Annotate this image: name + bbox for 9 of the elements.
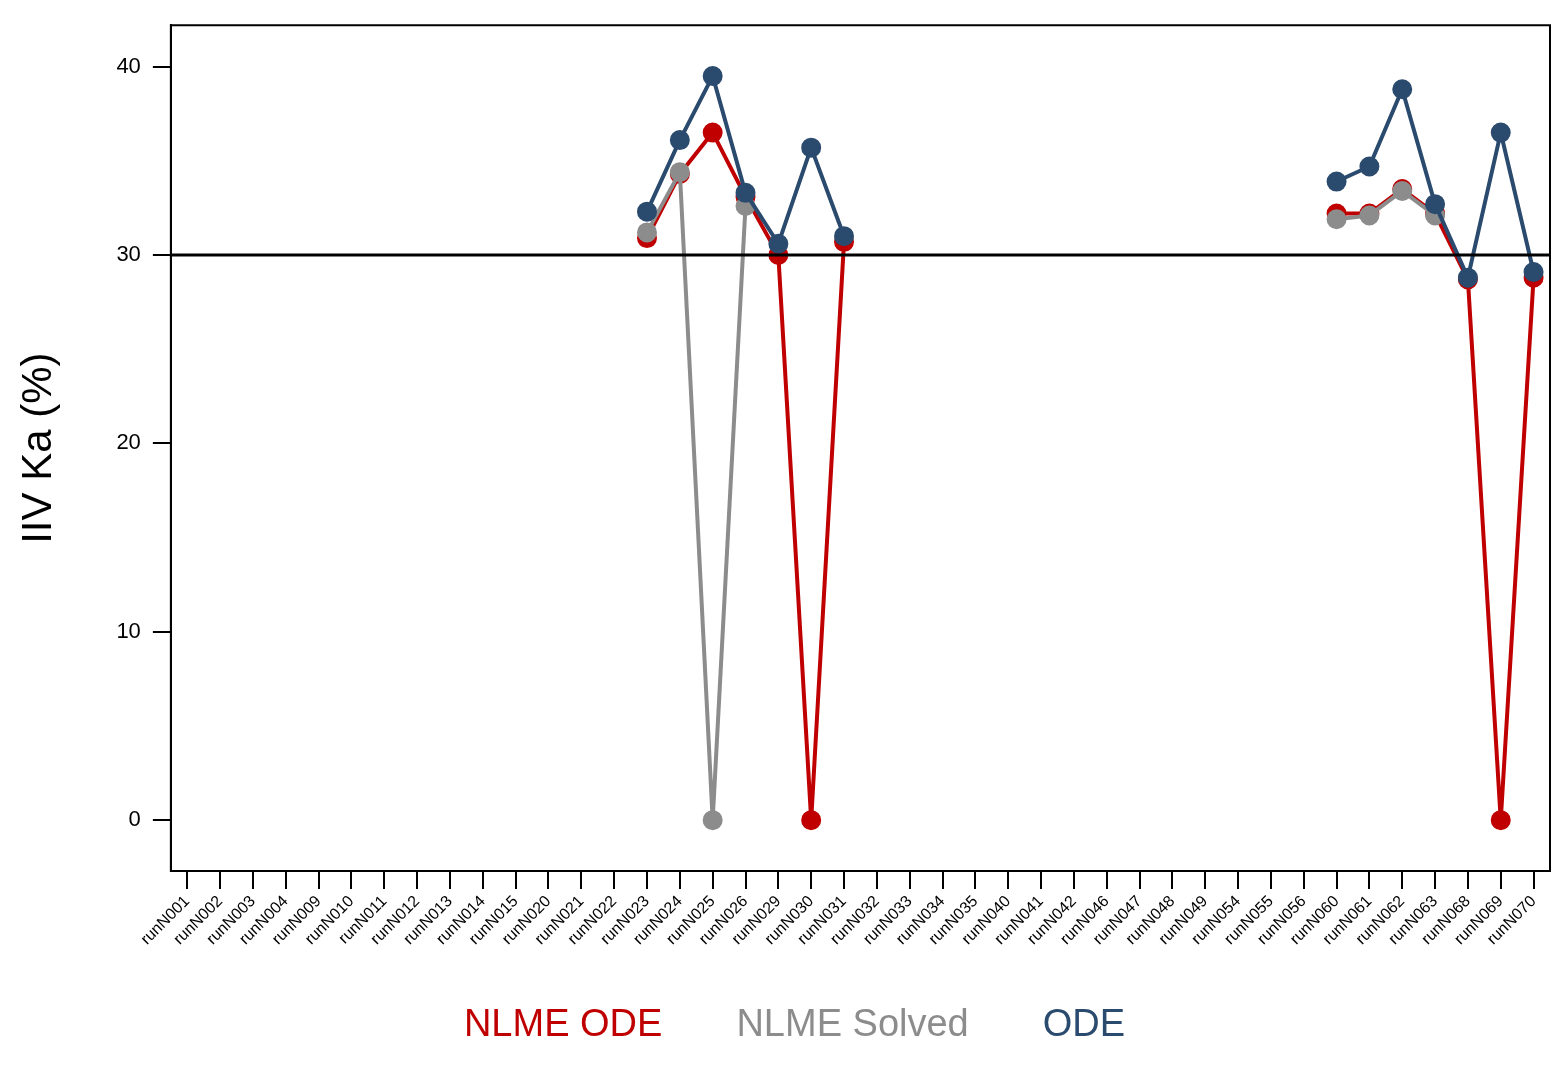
y-axis-title: IIV Ka (%)	[12, 352, 60, 544]
text: NLME Solved	[736, 1002, 969, 1045]
y-tick-label: 0	[128, 806, 141, 832]
y-tick-label: 30	[116, 241, 141, 267]
text: NLME ODE	[463, 1002, 663, 1045]
y-tick-label: 20	[116, 429, 141, 455]
y-tick-label: 40	[116, 52, 141, 78]
text: ODE	[1042, 1002, 1126, 1045]
y-tick-label: 10	[116, 617, 141, 643]
